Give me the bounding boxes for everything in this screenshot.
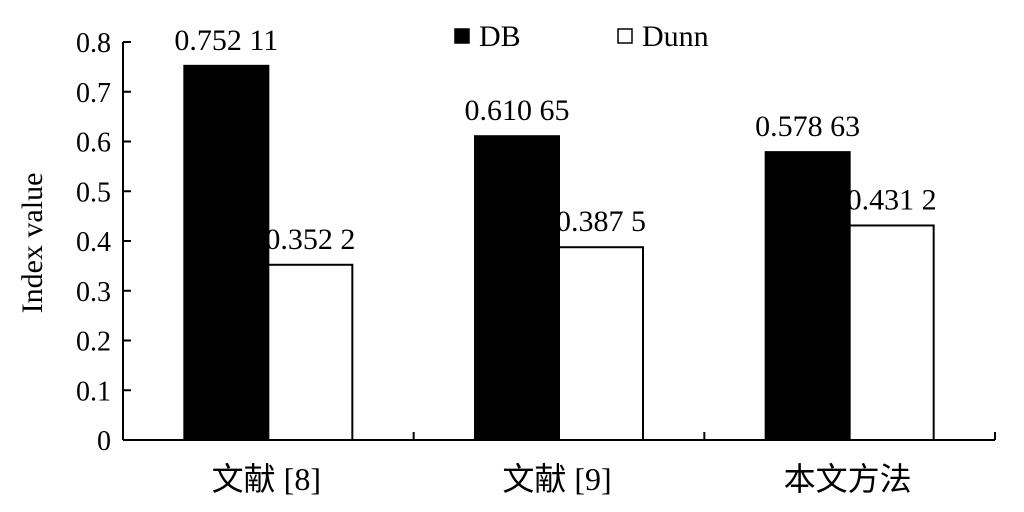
bar-db-0: [183, 64, 270, 441]
data-label: 0.578 63: [755, 110, 860, 143]
y-tick-label: 0.7: [76, 78, 111, 109]
legend-swatch-db: [454, 28, 470, 44]
y-axis-label: Index value: [16, 173, 49, 314]
x-category-label: 文献 [8]: [212, 461, 321, 497]
y-tick-label: 0.3: [76, 277, 111, 308]
y-tick-label: 0.5: [76, 177, 111, 208]
bar-dunn-1: [558, 246, 644, 441]
bar-db-1: [474, 135, 560, 441]
legend: DB Dunn: [454, 20, 709, 53]
y-tick-label: 0.1: [76, 376, 111, 407]
x-category-label: 文献 [9]: [502, 461, 611, 497]
y-tick-label: 0.2: [76, 327, 111, 358]
bar-dunn-2: [848, 224, 935, 441]
data-label: 0.387 5: [556, 205, 646, 238]
bar-dunn-0: [267, 263, 354, 441]
data-label: 0.352 2: [265, 223, 355, 256]
bar-db-2: [764, 151, 851, 442]
y-axis: 0 0.1 0.2 0.3 0.4 0.5 0.6 0.7 0.8: [76, 28, 131, 457]
y-tick-label: 0.8: [76, 28, 111, 59]
data-label: 0.610 65: [465, 94, 570, 127]
legend-label-db: DB: [479, 20, 521, 53]
data-label: 0.752 11: [174, 24, 278, 57]
y-tick-label: 0: [97, 426, 111, 457]
data-label: 0.431 2: [847, 183, 937, 216]
legend-swatch-dunn: [617, 28, 633, 44]
y-tick-label: 0.4: [76, 227, 111, 258]
y-tick-label: 0.6: [76, 128, 111, 159]
legend-label-dunn: Dunn: [642, 20, 709, 53]
x-category-label: 本文方法: [784, 461, 912, 497]
bars: 0.752 11 0.352 2 文献 [8] 0.610 65 0.387 5 文献 […: [174, 24, 936, 497]
